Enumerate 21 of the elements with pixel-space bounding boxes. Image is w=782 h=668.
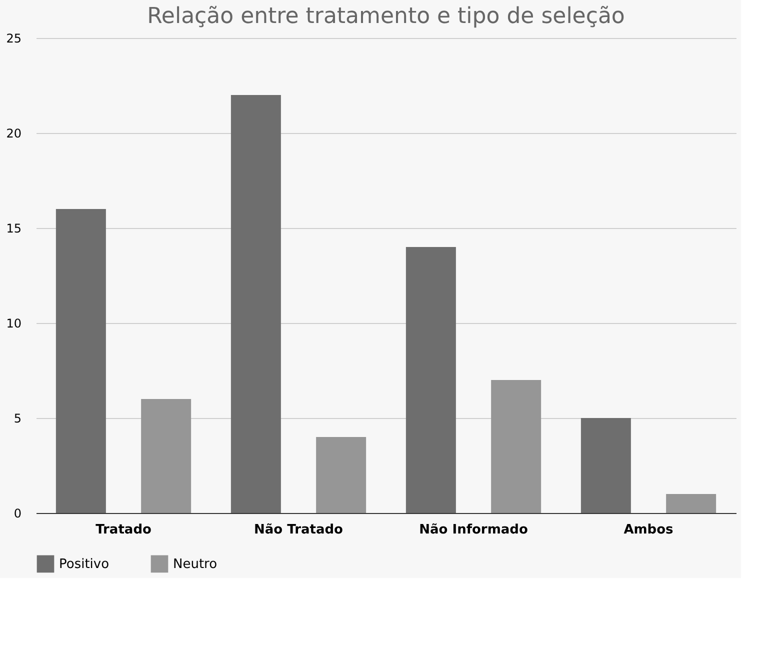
bar xyxy=(406,247,456,513)
y-tick-label: 20 xyxy=(6,126,22,140)
bar xyxy=(316,437,366,513)
chart-title: Relação entre tratamento e tipo de seleção xyxy=(147,4,625,29)
x-tick-label: Tratado xyxy=(96,522,152,538)
bar xyxy=(666,494,716,513)
legend-label: Neutro xyxy=(173,556,218,572)
y-tick-label: 5 xyxy=(14,412,22,426)
y-tick-label: 0 xyxy=(14,506,22,520)
legend-label: Positivo xyxy=(59,556,110,572)
x-tick-label: Não Tratado xyxy=(254,522,344,538)
x-tick-label: Ambos xyxy=(624,522,674,538)
bar xyxy=(491,380,542,513)
bar xyxy=(141,399,192,513)
y-tick-label: 10 xyxy=(6,316,22,330)
y-tick-label: 15 xyxy=(6,222,22,236)
bar xyxy=(56,209,106,513)
y-tick-label: 25 xyxy=(6,32,22,46)
x-tick-label: Não Informado xyxy=(419,522,528,538)
bar xyxy=(230,95,281,513)
bar xyxy=(580,418,631,513)
